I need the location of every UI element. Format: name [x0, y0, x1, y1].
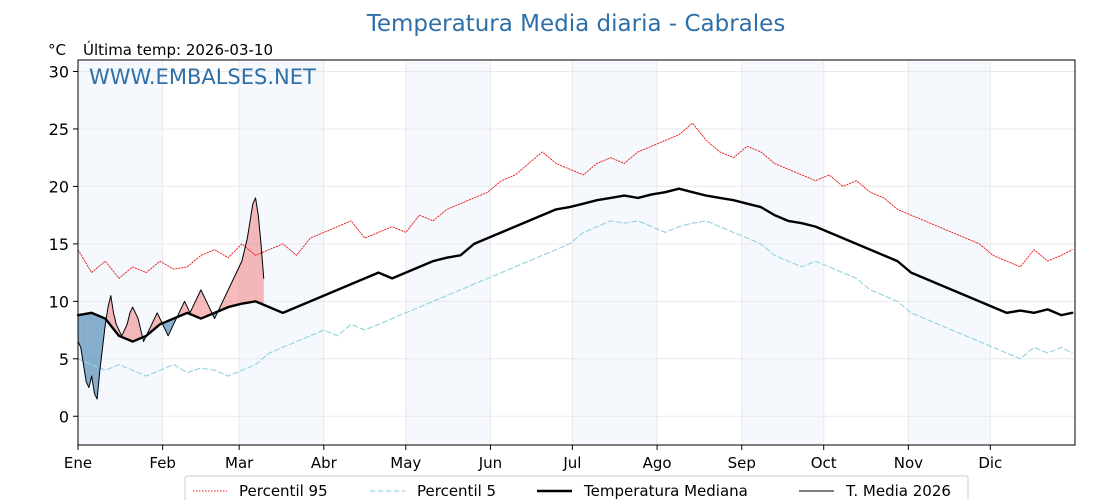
- x-tick-label-ene: Ene: [64, 454, 92, 472]
- anomaly-fill-above: [138, 318, 141, 340]
- anomaly-fill-above: [181, 301, 185, 316]
- anomaly-fill-above: [154, 312, 158, 329]
- anomaly-fill-above: [252, 197, 256, 302]
- anomaly-fill-below: [94, 313, 98, 400]
- chart-title: Temperatura Media diaria - Cabrales: [366, 11, 786, 37]
- legend-label-2026: T. Media 2026: [845, 482, 951, 500]
- series-line-percentil-95: [77, 122, 1073, 279]
- y-tick-label: 20: [49, 177, 69, 196]
- month-shade-may: [405, 60, 491, 445]
- anomaly-fill-below: [83, 313, 87, 382]
- x-axis: Ene Feb Mar Abr May Jun Jul Ago Sep Oct Nov Dic: [64, 445, 1002, 472]
- month-shading: [78, 60, 991, 445]
- x-tick-label-jul: Jul: [562, 454, 581, 472]
- anomaly-fill-above: [241, 249, 245, 304]
- y-tick-label: 5: [59, 350, 69, 369]
- anomaly-fill-below: [91, 312, 95, 394]
- anomaly-fill-above: [124, 324, 128, 340]
- month-shade-ene: [78, 60, 163, 445]
- anomaly-fill-above: [127, 312, 130, 341]
- anomaly-fill-above: [206, 301, 210, 317]
- anomaly-fill-above: [255, 197, 259, 303]
- anomaly-fill-above: [261, 243, 264, 305]
- x-tick-label-jun: Jun: [478, 454, 502, 472]
- y-tick-label: 25: [49, 120, 69, 139]
- legend-box: [184, 475, 969, 500]
- month-shade-sep: [741, 60, 824, 445]
- x-tick-label-may: May: [390, 454, 421, 472]
- anomaly-fill-above: [222, 295, 226, 310]
- anomaly-fill-above: [192, 301, 196, 317]
- anomaly-fill-below: [170, 318, 174, 331]
- x-tick-label-mar: Mar: [225, 454, 254, 472]
- x-tick-label-oct: Oct: [811, 454, 837, 472]
- x-tick-label-sep: Sep: [728, 454, 756, 472]
- y-tick-label: 10: [49, 292, 69, 311]
- anomaly-fill-below: [168, 319, 171, 336]
- anomaly-fill-below: [88, 312, 92, 388]
- y-tick-label: 0: [59, 407, 69, 426]
- plot-frame: [77, 59, 1076, 446]
- legend-label-median: Temperatura Mediana: [583, 482, 748, 500]
- anomaly-fill-above: [135, 312, 139, 341]
- anomaly-fill-below: [99, 316, 103, 371]
- anomaly-fill-above: [250, 203, 253, 303]
- series-lines: [76, 122, 1074, 400]
- legend: Percentil 95 Percentil 5 Temperatura Med…: [184, 475, 969, 500]
- x-tick-label-dic: Dic: [978, 454, 1002, 472]
- anomaly-fill-above: [110, 295, 114, 329]
- month-shade-jul: [572, 60, 658, 445]
- watermark: WWW.EMBALSES.NET: [89, 65, 316, 89]
- anomaly-fill-above: [239, 261, 242, 305]
- anomaly-fill-below: [78, 314, 81, 348]
- series-line-temperatura-mediana: [76, 187, 1074, 343]
- x-tick-label-nov: Nov: [894, 454, 923, 472]
- anomaly-fill-above: [184, 301, 188, 314]
- legend-label-p95: Percentil 95: [239, 482, 328, 500]
- anomaly-fill-above: [132, 307, 136, 342]
- anomaly-fill-above: [233, 272, 237, 306]
- x-tick-label-ago: Ago: [643, 454, 672, 472]
- anomaly-fill-above: [108, 295, 111, 326]
- anomaly-fill: [78, 197, 264, 400]
- legend-label-p5: Percentil 5: [417, 482, 496, 500]
- y-axis: 0 5 10 15 20 25 30: [49, 62, 78, 426]
- series-line-percentil-5: [77, 220, 1073, 377]
- anomaly-fill-below: [80, 314, 84, 365]
- anomaly-fill-above: [230, 278, 234, 307]
- anomaly-fill-above: [198, 289, 201, 319]
- anomaly-fill-below: [97, 315, 100, 400]
- anomaly-fill-above: [236, 266, 240, 306]
- last-temp-label: Última temp: 2026-03-10: [83, 40, 273, 59]
- anomaly-fill-above: [129, 307, 133, 342]
- y-tick-label: 30: [49, 62, 69, 81]
- anomaly-fill-below: [86, 313, 89, 388]
- month-shade-nov: [908, 60, 991, 445]
- anomaly-fill-above: [200, 289, 204, 319]
- y-tick-label: 15: [49, 235, 69, 254]
- series-line-t-media-2026: [77, 197, 265, 400]
- x-tick-label-feb: Feb: [149, 454, 176, 472]
- anomaly-fill-above: [244, 238, 248, 304]
- anomaly-fill-above: [228, 284, 231, 308]
- anomaly-fill-above: [157, 312, 160, 327]
- anomaly-fill-below: [165, 320, 169, 336]
- unit-label: °C: [48, 41, 66, 59]
- x-tick-label-abr: Abr: [311, 454, 338, 472]
- anomaly-fill-above: [247, 220, 251, 303]
